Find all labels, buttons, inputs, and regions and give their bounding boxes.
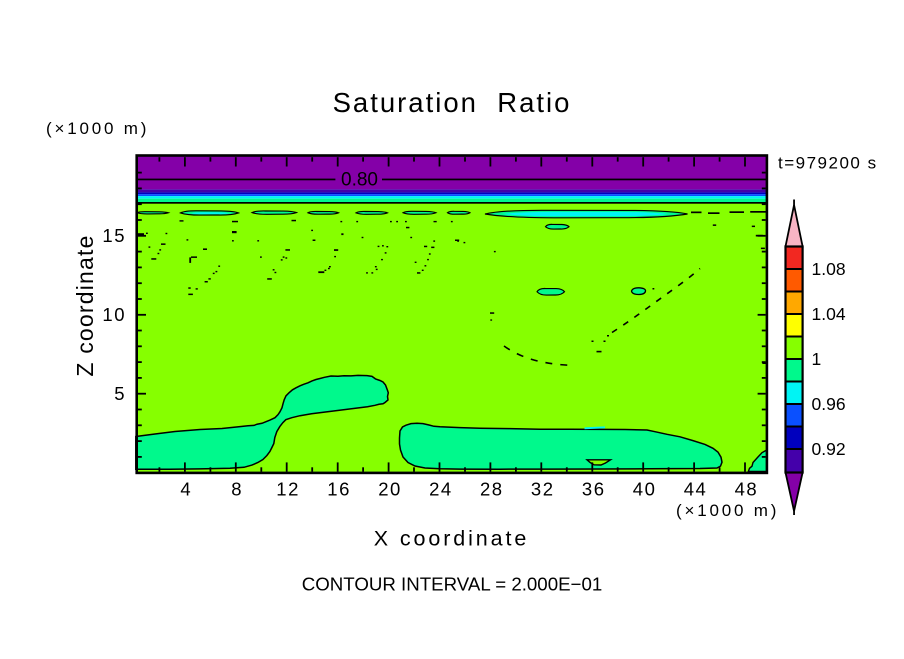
svg-text:40: 40 (633, 478, 657, 499)
svg-text:t=979200 s: t=979200 s (778, 153, 878, 172)
svg-text:24: 24 (429, 478, 453, 499)
svg-text:48: 48 (735, 478, 759, 499)
svg-text:Saturation Ratio: Saturation Ratio (333, 87, 572, 118)
svg-text:1: 1 (812, 349, 822, 369)
svg-text:X coordinate: X coordinate (374, 526, 530, 550)
svg-text:4: 4 (180, 478, 192, 499)
svg-text:28: 28 (480, 478, 504, 499)
svg-text:(×1000 m): (×1000 m) (46, 119, 149, 138)
svg-text:44: 44 (684, 478, 708, 499)
svg-text:10: 10 (102, 304, 126, 325)
svg-text:Z coordinate: Z coordinate (72, 234, 98, 376)
svg-text:12: 12 (276, 478, 300, 499)
svg-text:20: 20 (378, 478, 402, 499)
svg-text:36: 36 (582, 478, 606, 499)
svg-text:8: 8 (231, 478, 243, 499)
svg-text:CONTOUR INTERVAL = 2.000E−01: CONTOUR INTERVAL = 2.000E−01 (302, 573, 603, 594)
svg-text:(×1000 m): (×1000 m) (676, 501, 779, 520)
svg-text:1.04: 1.04 (812, 304, 846, 324)
svg-text:0.96: 0.96 (812, 394, 846, 414)
svg-text:32: 32 (531, 478, 555, 499)
svg-text:5: 5 (114, 383, 126, 404)
svg-text:0.80: 0.80 (341, 169, 378, 190)
svg-text:16: 16 (327, 478, 351, 499)
svg-text:0.92: 0.92 (812, 439, 846, 459)
svg-text:1.08: 1.08 (812, 259, 846, 279)
svg-text:15: 15 (102, 225, 126, 246)
